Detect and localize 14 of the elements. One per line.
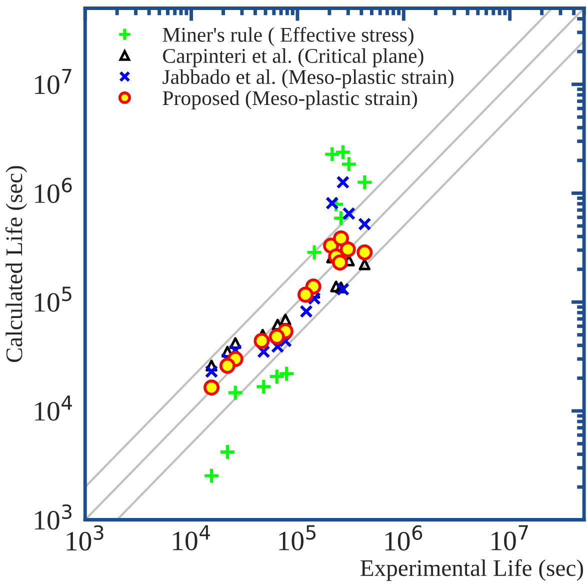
y-axis-title: Calculated Life (sec) — [5, 166, 28, 362]
y-tick-label: 10$^{6}$ — [35, 178, 72, 204]
x-tick-label: 10$^{6}$ — [385, 525, 422, 551]
legend-label: Miner's rule ( Effective stress) — [162, 26, 414, 46]
y-tick-label: 10$^{5}$ — [35, 286, 72, 312]
legend-label: Carpinteri et al. (Critical plane) — [163, 48, 424, 68]
x-tick-label: 10$^{7}$ — [492, 525, 528, 550]
x-tick-label: 10$^{5}$ — [279, 525, 316, 550]
x-tick-label: 10$^{4}$ — [173, 525, 210, 550]
x-axis-title: Experimental Life (sec) — [360, 559, 584, 581]
y-tick-label: 10$^{4}$ — [35, 396, 72, 421]
y-tick-label: 10$^{7}$ — [35, 69, 72, 94]
legend-label: Jabbado et al. (Meso-plastic strain) — [162, 69, 454, 88]
legend-label: Proposed (Meso-plastic strain) — [162, 90, 418, 110]
